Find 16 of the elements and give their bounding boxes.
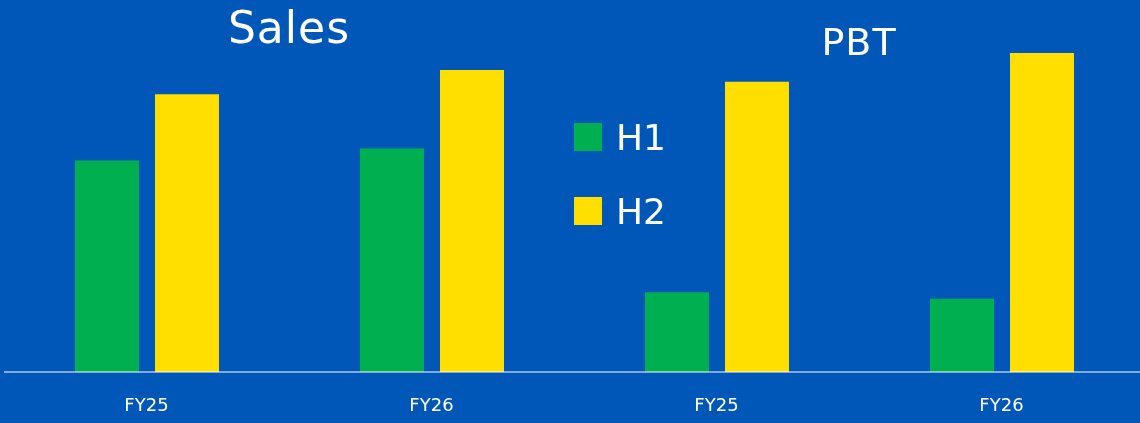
x-tick-label: FY26 [409,393,454,415]
bar [725,81,789,372]
bar [155,94,219,372]
bar [1010,53,1074,372]
legend-label: H1 [616,116,666,158]
bar [360,148,424,372]
bar [75,160,139,372]
x-tick-label: FY26 [979,393,1024,415]
x-tick-label: FY25 [694,393,739,415]
bar [930,298,994,372]
bar [645,292,709,372]
x-tick-label: FY25 [124,393,169,415]
bar [440,70,504,372]
legend-label: H2 [616,190,666,232]
chart-title: Sales [226,2,352,53]
chart-title: PBT [820,20,898,64]
